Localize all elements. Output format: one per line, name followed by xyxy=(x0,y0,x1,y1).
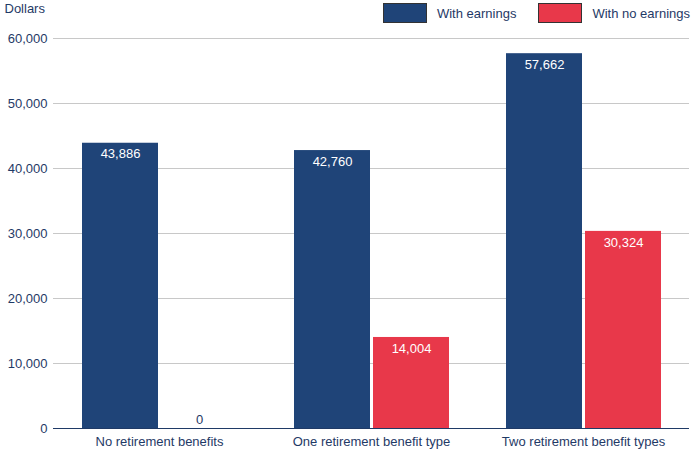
svg-text:42,760: 42,760 xyxy=(313,154,353,169)
svg-text:14,004: 14,004 xyxy=(392,341,432,356)
svg-text:Dollars: Dollars xyxy=(5,1,46,16)
svg-text:0: 0 xyxy=(40,421,47,436)
svg-text:60,000: 60,000 xyxy=(8,31,48,46)
svg-text:0: 0 xyxy=(196,412,203,427)
svg-text:40,000: 40,000 xyxy=(8,161,48,176)
svg-text:10,000: 10,000 xyxy=(8,356,48,371)
svg-text:57,662: 57,662 xyxy=(525,57,565,72)
svg-text:20,000: 20,000 xyxy=(8,291,48,306)
svg-text:30,000: 30,000 xyxy=(8,226,48,241)
svg-text:No retirement benefits: No retirement benefits xyxy=(96,434,224,449)
html-text:With no earnings: With no earnings xyxy=(592,5,690,21)
svg-text:50,000: 50,000 xyxy=(8,96,48,111)
svg-text:Two retirement benefit types: Two retirement benefit types xyxy=(502,434,666,449)
svg-text:43,886: 43,886 xyxy=(101,146,141,161)
svg-text:30,324: 30,324 xyxy=(604,235,644,250)
svg-text:One retirement benefit type: One retirement benefit type xyxy=(293,434,451,449)
html-text:With earnings: With earnings xyxy=(437,5,517,21)
